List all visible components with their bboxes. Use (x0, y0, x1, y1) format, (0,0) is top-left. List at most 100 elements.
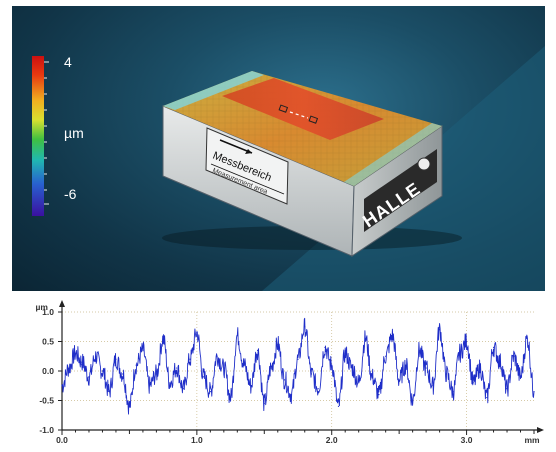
profile-data-point (351, 367, 353, 369)
profile-data-point (479, 367, 481, 369)
x-tick-label: 2.0 (326, 435, 338, 445)
profile-data-point (189, 358, 191, 360)
profile-data-point (101, 370, 104, 372)
profile-data-point (95, 355, 97, 357)
chart-grid (62, 311, 534, 431)
profile-data-point (385, 355, 387, 357)
colorbar-gradient (32, 56, 44, 216)
profile-data-point (371, 376, 373, 378)
profile-data-point (519, 376, 522, 378)
sample-photo-svg: 4 µm -6 Messbereich (32, 46, 545, 291)
profile-data-point (229, 396, 232, 399)
colorbar-min-label: -6 (64, 186, 77, 202)
profile-data-point (364, 337, 367, 340)
profile-chart: 1.0 0.5 0.0 -0.5 -1.0 0.0 1.0 2.0 3.0 µm mm (12, 296, 545, 448)
profile-data-point (526, 337, 528, 340)
profile-data-point (331, 364, 333, 366)
profile-data-point (513, 355, 515, 357)
colorbar: 4 µm -6 (32, 54, 84, 216)
profile-data-point (472, 382, 474, 384)
profile-data-point (203, 376, 205, 378)
profile-data-point (418, 349, 420, 351)
chart-series (61, 317, 535, 415)
x-tick-label: 0.0 (56, 435, 68, 445)
profile-data-point (128, 405, 131, 407)
profile-data-point (337, 405, 340, 407)
x-axis-label: mm (524, 435, 540, 445)
profile-data-point (169, 382, 171, 384)
profile-data-point (142, 349, 144, 351)
chart-axes (58, 300, 544, 435)
profile-data-point (283, 379, 286, 381)
profile-data-point (432, 385, 434, 387)
profile-data-point (425, 367, 427, 369)
profile-data-point (122, 373, 124, 375)
profile-data-point (445, 373, 447, 375)
x-tick-label: 3.0 (461, 435, 473, 445)
profile-data-point (297, 358, 299, 360)
profile-data-point (243, 364, 245, 366)
profile-series-line (61, 317, 535, 415)
profile-data-point (412, 399, 414, 402)
profile-data-point (74, 352, 77, 354)
profile-data-point (135, 364, 137, 366)
profile-data-point (486, 396, 488, 399)
y-tick-label: 0.0 (42, 366, 54, 376)
profile-data-point (61, 385, 63, 387)
profile-data-point (108, 391, 110, 393)
profile-data-point (196, 332, 198, 334)
profile-data-point (68, 367, 70, 369)
profile-data-point (290, 394, 292, 396)
profile-data-point (506, 388, 508, 390)
profile-data-point (256, 349, 259, 351)
y-axis-label: µm (36, 302, 49, 312)
profile-data-point (324, 346, 326, 348)
y-axis-arrow (59, 300, 65, 307)
profile-data-point (223, 367, 225, 369)
sample-photo: 4 µm -6 Messbereich (12, 6, 545, 291)
x-tick-label: 1.0 (191, 435, 203, 445)
colorbar-max-label: 4 (64, 54, 72, 70)
colorbar-unit-label: µm (64, 125, 84, 141)
profile-data-point (465, 340, 468, 343)
profile-data-point (216, 355, 218, 357)
x-axis-arrow (537, 427, 544, 433)
y-tick-label: 1.0 (42, 307, 54, 317)
profile-data-point (398, 379, 400, 381)
profile-data-point (344, 352, 346, 354)
profile-data-point (176, 367, 178, 369)
profile-data-point (499, 361, 501, 363)
profile-data-point (310, 373, 313, 375)
profile-data-point (405, 364, 407, 366)
y-tick-label: -1.0 (39, 425, 54, 435)
profile-data-point (263, 402, 265, 405)
profile-data-point (533, 391, 535, 393)
profile-data-point (149, 385, 151, 387)
profile-data-point (378, 394, 380, 396)
profile-data-point (439, 329, 441, 331)
profile-data-point (88, 376, 90, 378)
measurement-band (222, 78, 384, 140)
y-tick-label: -0.5 (39, 396, 54, 406)
profile-data-point (452, 391, 454, 393)
profile-data-point (270, 367, 272, 369)
profile-data-point (209, 391, 211, 393)
profile-data-point (358, 382, 360, 384)
profile-data-point (81, 361, 83, 363)
y-tick-label: 0.5 (42, 337, 54, 347)
profile-data-point (317, 388, 319, 390)
profile-data-point (236, 335, 238, 337)
profile-data-point (391, 335, 393, 337)
sample-block: Messbereich Measurement area HALLE (162, 71, 462, 257)
profile-data-point (182, 388, 184, 390)
profile-data-point (155, 373, 157, 375)
profile-data-point (492, 346, 495, 348)
profile-data-point (162, 337, 164, 340)
profile-data-point (250, 385, 252, 387)
profile-data-point (115, 358, 117, 360)
profile-data-point (304, 326, 306, 328)
profile-data-point (459, 352, 461, 354)
profile-data-point (277, 343, 279, 346)
